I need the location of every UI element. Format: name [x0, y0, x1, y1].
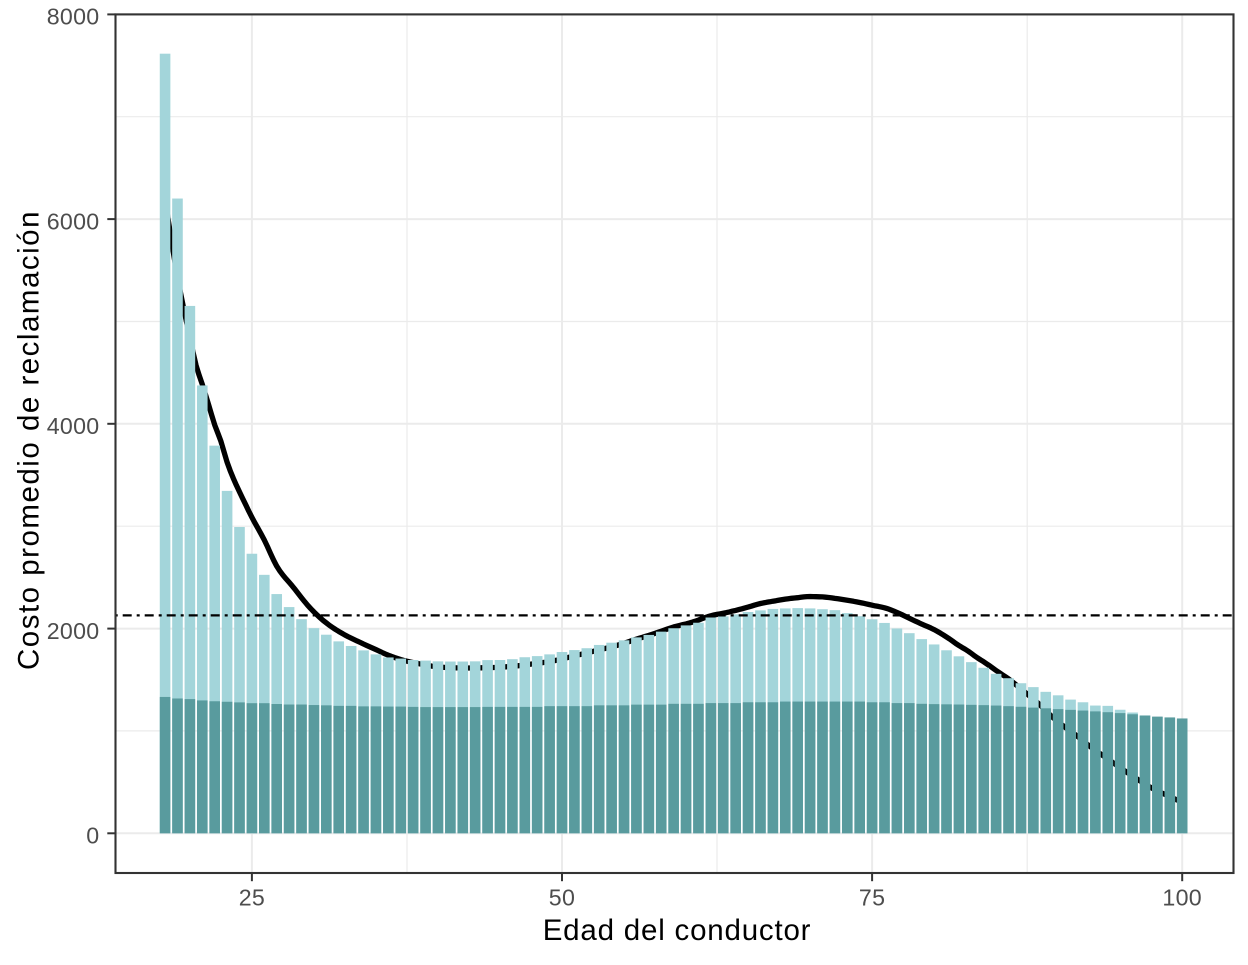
svg-text:0: 0 [86, 823, 99, 849]
svg-text:Edad del conductor: Edad del conductor [543, 914, 812, 947]
svg-text:25: 25 [239, 885, 265, 911]
svg-text:100: 100 [1162, 885, 1202, 911]
svg-text:75: 75 [859, 885, 885, 911]
svg-text:Costo promedio de reclamación: Costo promedio de reclamación [13, 210, 46, 670]
svg-text:2000: 2000 [47, 618, 100, 644]
svg-text:8000: 8000 [47, 4, 100, 30]
svg-text:4000: 4000 [47, 413, 100, 439]
svg-text:6000: 6000 [47, 208, 100, 234]
svg-text:50: 50 [549, 885, 575, 911]
